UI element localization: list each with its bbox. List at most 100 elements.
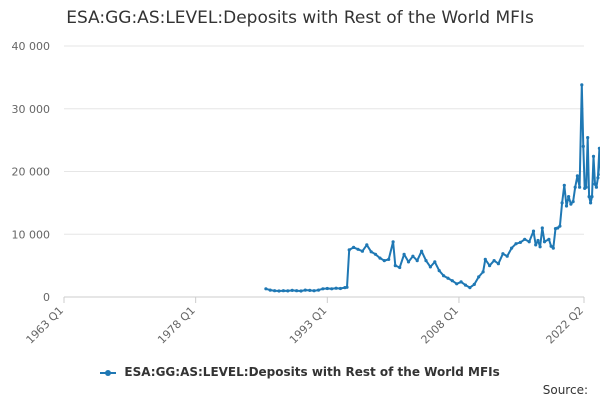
data-point [398,265,402,270]
data-point [321,287,325,291]
series-layer [264,83,600,293]
data-point [542,240,547,244]
data-point [303,288,307,292]
y-tick-label: 0 [43,291,50,304]
data-point [597,146,600,150]
x-tick-label: 2022 Q2 [544,304,587,347]
source-credit: Source: [542,383,588,397]
data-point [415,259,419,263]
data-point [277,289,281,293]
data-point [562,183,566,187]
data-point [345,285,349,289]
data-point [433,260,437,264]
data-point [424,259,428,263]
data-point [531,229,536,233]
data-point [538,245,542,249]
data-point [387,257,391,261]
data-point [356,247,360,251]
data-point [472,282,476,286]
data-point [496,262,500,266]
data-point [369,250,373,254]
y-axis: 0 10 000 20 000 30 000 40 000 [12,40,51,304]
data-point [584,185,588,189]
data-point [518,240,523,244]
legend[interactable]: ESA:GG:AS:LEVEL:Deposits with Rest of th… [0,365,600,379]
data-point [492,259,496,263]
data-point [501,252,505,256]
x-tick-label: 1993 Q1 [287,304,330,347]
data-point [510,246,514,250]
y-tick-label: 30 000 [12,103,51,116]
y-tick-label: 10 000 [12,228,51,241]
x-tick-label: 1963 Q1 [24,304,67,347]
x-tick-label: 2008 Q1 [419,304,462,347]
data-point [587,195,591,199]
data-point [591,154,596,158]
data-point [286,289,290,293]
data-point [450,279,454,283]
data-point [420,249,424,253]
data-point [393,264,397,268]
x-tick-label: 1978 Q1 [155,304,198,347]
data-point [536,238,540,243]
data-point [564,204,569,208]
data-point [569,202,573,206]
data-point [308,288,312,292]
series-line [265,83,600,292]
data-point [299,289,303,293]
data-point [290,288,294,292]
data-point [402,252,406,256]
data-point [312,289,316,293]
data-point [483,257,487,261]
data-point [352,245,356,249]
data-point [360,249,364,253]
data-point [589,201,593,205]
data-point [488,264,492,268]
data-point [596,176,600,180]
y-tick-label: 20 000 [12,166,51,179]
data-point [580,83,584,87]
chart-title: ESA:GG:AS:LEVEL:Deposits with Rest of th… [66,8,534,28]
data-point [571,200,575,204]
x-axis: 1963 Q1 1978 Q1 1993 Q1 2008 Q1 2022 Q2 [24,296,587,347]
data-point [316,288,321,292]
data-point [551,246,555,250]
data-point [330,287,334,291]
data-point [264,287,268,291]
data-point [463,283,468,287]
data-point [295,289,299,293]
data-point [549,244,553,248]
data-point [442,274,446,278]
data-point [391,240,395,244]
data-point [594,185,599,189]
data-point [428,265,432,269]
data-point [534,243,538,247]
data-point [446,276,450,280]
data-point [411,254,415,258]
data-point [505,254,509,258]
data-point [468,286,472,290]
data-point [325,286,329,291]
data-point [523,237,527,241]
data-point [558,224,562,228]
data-point [590,195,594,199]
data-point [575,174,580,178]
data-point [373,252,378,256]
data-point [437,269,441,273]
data-point [556,226,560,230]
data-point [281,289,285,293]
data-point [268,288,272,292]
data-point [406,260,411,264]
data-point [273,289,277,293]
data-point [382,259,386,263]
data-point [578,185,582,189]
data-point [459,280,463,284]
data-point [573,185,577,189]
data-point [378,256,382,260]
data-point [455,282,459,286]
data-point [567,195,571,199]
data-point [365,243,369,247]
data-point [593,182,597,186]
data-point [514,242,518,246]
